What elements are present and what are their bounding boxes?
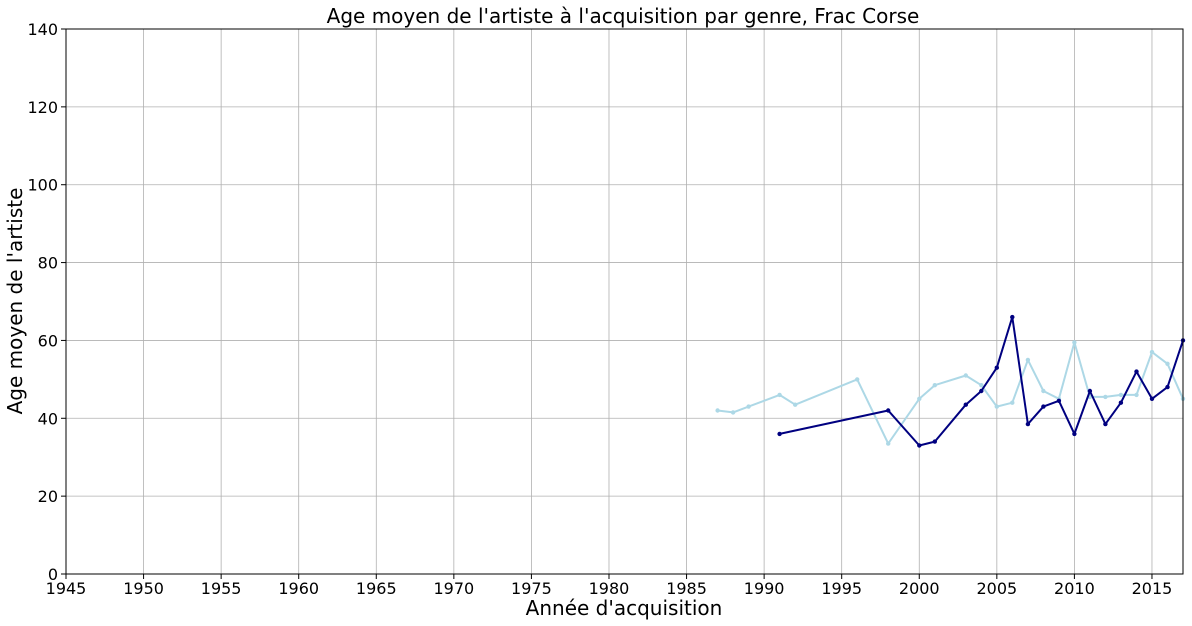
series-2-point [1072,431,1077,437]
series-1-point [994,404,999,409]
series-1-point [1134,392,1139,398]
series-2-point [1118,400,1124,405]
x-tick-label: 1950 [123,579,164,598]
x-tick-label: 2000 [899,579,940,598]
x-tick-label: 1965 [356,579,397,598]
x-tick-label: 2015 [1132,579,1173,598]
series-1-point [932,383,937,388]
series-2-point [917,443,922,448]
series-2 [777,314,1186,448]
series-1-point [855,377,860,382]
series-1-point [886,441,891,446]
series-1-point [1025,357,1031,363]
y-axis: 0 20 40 60 80 100 120 140 [27,20,66,584]
series-1 [715,340,1186,446]
series-1-point [730,410,736,415]
grid [65,28,1183,575]
series-2-point [886,408,891,413]
y-tick-label: 0 [48,565,58,584]
x-tick-label: 2010 [1054,579,1095,598]
series-2-point [1056,398,1062,403]
series-2-point [994,365,999,370]
series-1-point [963,373,968,378]
series-2-point [979,388,984,394]
y-tick-label: 120 [27,98,58,117]
series-1-point [1149,349,1155,355]
chart-title: Age moyen de l'artiste à l'acquisition p… [327,4,920,28]
series-2-line [779,316,1184,447]
series-1-point [917,396,922,401]
x-tick-label: 1995 [821,579,862,598]
series-1-point [746,404,751,409]
x-tick-label: 1960 [278,579,319,598]
series-2-point [1025,421,1031,427]
y-tick-label: 100 [27,176,58,195]
x-tick-label: 1980 [589,579,630,598]
y-tick-label: 140 [27,20,58,39]
y-axis-title: Age moyen de l'artiste [3,188,27,415]
series-1-point [1041,388,1046,394]
x-tick-label: 1985 [666,579,707,598]
series-1-point [793,402,798,407]
x-axis: 1945 1950 1955 1960 1965 1970 1975 1980 1985 1990… [46,574,1173,598]
y-tick-label: 80 [38,254,58,273]
x-tick-label: 1975 [511,579,552,598]
series-2-point [1134,369,1139,374]
series-2-point [777,431,782,437]
series-1-point [777,392,782,398]
x-tick-label: 1990 [744,579,785,598]
y-tick-label: 40 [38,409,58,428]
y-tick-label: 20 [38,487,58,506]
plot-frame [65,28,1184,575]
y-tick-label: 60 [38,331,58,350]
series-2-point [1103,421,1108,427]
series-2-point [1041,404,1046,409]
series-1-line [717,341,1184,445]
series-1-point [715,408,720,413]
series-layer [715,314,1186,448]
series-1-point [1072,340,1077,345]
x-tick-label: 1970 [433,579,474,598]
series-2-point [932,439,937,444]
x-axis-title: Année d'acquisition [526,596,723,620]
series-2-point [1149,396,1155,401]
x-tick-label: 1945 [46,579,87,598]
series-1-point [1103,394,1108,400]
series-1-point [1010,400,1015,405]
series-2-point [1087,388,1093,394]
series-2-point [1010,314,1015,320]
series-1-point [979,383,984,388]
x-tick-label: 1955 [201,579,242,598]
series-1-point [1118,392,1124,398]
series-2-point [1165,384,1170,390]
series-2-point [963,402,968,407]
x-tick-label: 2005 [976,579,1017,598]
series-1-point [1165,361,1170,366]
